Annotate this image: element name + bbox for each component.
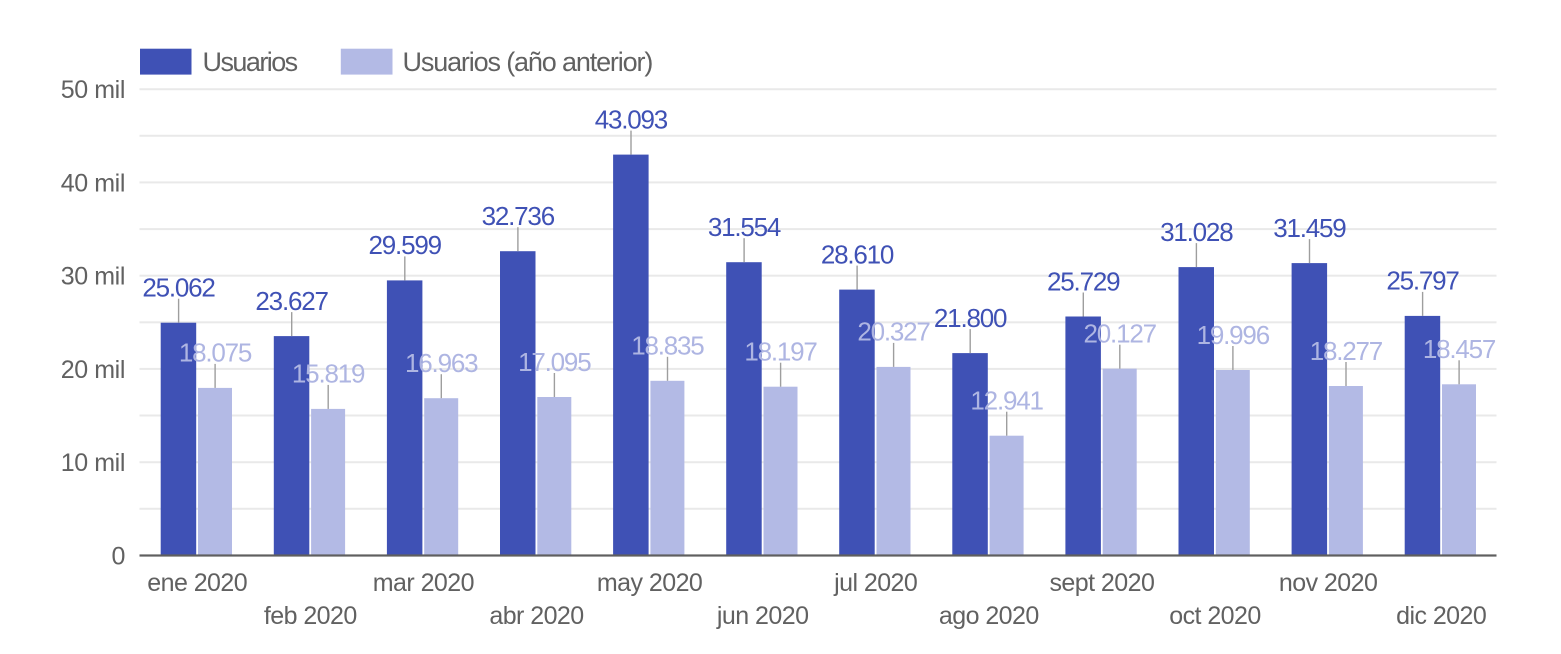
svg-text:16.963: 16.963 <box>405 348 478 378</box>
svg-text:31.459: 31.459 <box>1273 213 1346 243</box>
svg-text:18.197: 18.197 <box>744 337 817 367</box>
svg-text:dic 2020: dic 2020 <box>1396 602 1486 630</box>
svg-text:40 mil: 40 mil <box>61 169 125 197</box>
svg-text:Usuarios: Usuarios <box>203 47 298 77</box>
svg-text:29.599: 29.599 <box>369 230 442 260</box>
svg-text:ago 2020: ago 2020 <box>939 602 1039 630</box>
svg-text:20 mil: 20 mil <box>61 356 125 384</box>
svg-text:23.627: 23.627 <box>255 286 328 316</box>
svg-text:oct 2020: oct 2020 <box>1169 602 1261 630</box>
svg-text:12.941: 12.941 <box>970 386 1043 416</box>
svg-text:25.797: 25.797 <box>1386 266 1459 296</box>
svg-text:18.835: 18.835 <box>631 331 704 361</box>
svg-text:25.729: 25.729 <box>1047 266 1120 296</box>
svg-text:25.062: 25.062 <box>142 273 215 303</box>
svg-text:feb 2020: feb 2020 <box>264 602 357 630</box>
svg-text:sept 2020: sept 2020 <box>1049 569 1154 597</box>
svg-text:30 mil: 30 mil <box>61 263 125 291</box>
svg-text:31.554: 31.554 <box>708 212 781 242</box>
svg-text:mar 2020: mar 2020 <box>373 569 474 597</box>
svg-text:jul 2020: jul 2020 <box>833 569 917 597</box>
svg-text:28.610: 28.610 <box>821 239 894 269</box>
svg-text:18.075: 18.075 <box>179 338 252 368</box>
svg-text:jun 2020: jun 2020 <box>716 602 809 630</box>
svg-text:18.277: 18.277 <box>1310 336 1383 366</box>
svg-text:abr 2020: abr 2020 <box>489 602 583 630</box>
svg-text:20.127: 20.127 <box>1084 319 1157 349</box>
svg-text:19.996: 19.996 <box>1197 320 1270 350</box>
svg-text:15.819: 15.819 <box>292 359 365 389</box>
svg-text:Usuarios (año anterior): Usuarios (año anterior) <box>403 47 653 77</box>
svg-text:10 mil: 10 mil <box>61 449 125 477</box>
svg-text:nov 2020: nov 2020 <box>1279 569 1377 597</box>
svg-text:18.457: 18.457 <box>1423 334 1496 364</box>
svg-text:21.800: 21.800 <box>934 303 1007 333</box>
svg-text:31.028: 31.028 <box>1160 217 1233 247</box>
svg-text:0: 0 <box>111 542 125 570</box>
svg-text:17.095: 17.095 <box>518 347 591 377</box>
svg-text:43.093: 43.093 <box>595 104 668 134</box>
svg-text:50 mil: 50 mil <box>61 76 125 104</box>
svg-text:32.736: 32.736 <box>482 201 555 231</box>
svg-text:ene 2020: ene 2020 <box>147 569 247 597</box>
svg-text:may 2020: may 2020 <box>597 569 702 597</box>
svg-text:20.327: 20.327 <box>857 317 930 347</box>
